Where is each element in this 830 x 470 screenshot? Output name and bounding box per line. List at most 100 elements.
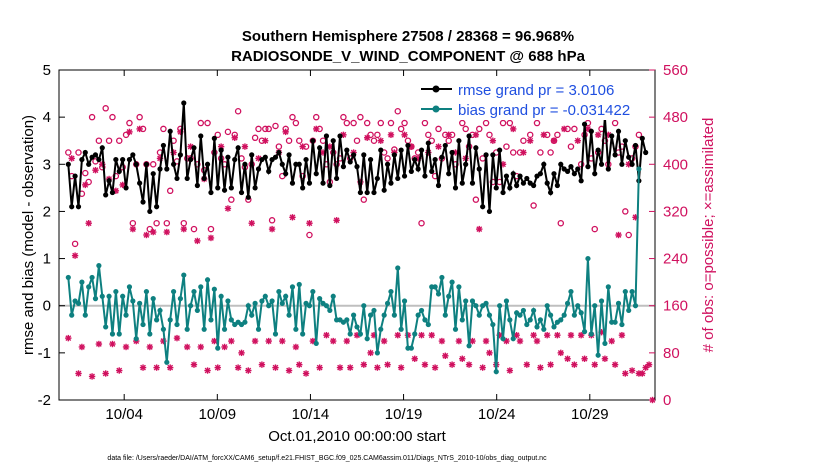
bias-point bbox=[106, 293, 112, 299]
obs-assimilated-stroke bbox=[265, 338, 272, 344]
obs-assimilated-point bbox=[554, 331, 561, 339]
obs-assimilated-stroke bbox=[65, 335, 72, 342]
obs-assimilated-stroke bbox=[337, 364, 343, 371]
obs-assimilated-stroke bbox=[374, 364, 381, 371]
obs-assimilated-stroke bbox=[204, 367, 211, 374]
bias-point bbox=[493, 369, 499, 375]
rmse-point bbox=[384, 161, 391, 167]
bias-point bbox=[483, 300, 489, 306]
obs-assimilated-stroke bbox=[554, 332, 561, 339]
bias-point bbox=[249, 312, 255, 318]
obs-assimilated-stroke bbox=[591, 361, 598, 368]
x-tick-label: 10/19 bbox=[385, 406, 423, 423]
bias-point bbox=[96, 263, 102, 269]
obs-possible-point bbox=[357, 113, 364, 121]
obs-assimilated-stroke bbox=[272, 364, 279, 371]
rmse-point bbox=[503, 173, 510, 179]
bias-point bbox=[215, 345, 221, 351]
rmse-point bbox=[191, 145, 197, 151]
bias-point bbox=[300, 331, 306, 337]
bias-point bbox=[170, 288, 177, 295]
obs-assimilated-point bbox=[442, 352, 449, 360]
rmse-point bbox=[547, 189, 554, 196]
bias-point bbox=[69, 312, 75, 318]
rmse-point bbox=[187, 156, 194, 163]
bias-point bbox=[208, 317, 214, 323]
obs-possible-point bbox=[503, 143, 510, 150]
rmse-point bbox=[157, 166, 163, 172]
obs-assimilated-stroke bbox=[568, 332, 574, 339]
rmse-point bbox=[588, 128, 594, 134]
bias-point bbox=[164, 359, 170, 365]
x-tick-label: 10/04 bbox=[105, 406, 143, 423]
rmse-point bbox=[578, 178, 584, 184]
obs-assimilated-stroke bbox=[75, 370, 82, 377]
bias-point bbox=[422, 317, 428, 323]
obs-possible-point bbox=[319, 137, 327, 144]
obs-assimilated-stroke bbox=[408, 143, 415, 150]
rmse-point bbox=[374, 175, 380, 182]
obs-possible-point bbox=[109, 113, 116, 121]
obs-possible-point bbox=[384, 155, 391, 162]
obs-assimilated-point bbox=[282, 128, 289, 136]
rmse-point bbox=[575, 166, 581, 172]
bias-point bbox=[449, 279, 455, 285]
rmse-point bbox=[310, 138, 316, 144]
obs-assimilated-stroke bbox=[517, 338, 523, 344]
bias-point bbox=[160, 326, 167, 332]
rmse-point bbox=[320, 180, 326, 186]
bias-point bbox=[255, 326, 262, 332]
rmse-point bbox=[323, 133, 330, 139]
bias-point bbox=[534, 324, 540, 330]
rmse-point bbox=[170, 161, 177, 167]
obs-assimilated-stroke bbox=[646, 361, 652, 368]
obs-assimilated-point bbox=[540, 131, 547, 139]
obs-possible-point bbox=[343, 119, 351, 127]
obs-assimilated-stroke bbox=[381, 338, 388, 344]
rmse-point bbox=[300, 185, 306, 191]
obs-assimilated-point bbox=[448, 361, 456, 368]
obs-assimilated-stroke bbox=[279, 338, 286, 344]
axes-box bbox=[58, 69, 656, 401]
obs-assimilated-point bbox=[557, 349, 564, 357]
obs-assimilated-point bbox=[394, 331, 401, 339]
obs-assimilated-stroke bbox=[445, 131, 452, 138]
obs-assimilated-stroke bbox=[309, 338, 316, 344]
rmse-point bbox=[218, 147, 224, 153]
bias-point bbox=[89, 274, 95, 281]
rmse-point bbox=[262, 154, 268, 160]
obs-possible-point bbox=[268, 217, 276, 224]
rmse-point bbox=[622, 138, 628, 144]
bias-point bbox=[147, 331, 153, 337]
rmse-point bbox=[571, 171, 577, 177]
bias-point bbox=[598, 298, 605, 304]
bias-point bbox=[381, 312, 387, 318]
rmse-point bbox=[245, 194, 251, 200]
rmse-point bbox=[473, 145, 479, 151]
rmse-point bbox=[330, 138, 336, 144]
bias-point bbox=[266, 303, 272, 309]
bias-point bbox=[262, 293, 268, 299]
rmse-point bbox=[181, 100, 187, 106]
obs-assimilated-stroke bbox=[259, 361, 265, 368]
obs-assimilated-stroke bbox=[85, 220, 92, 227]
bias-point bbox=[602, 340, 608, 347]
obs-possible-point bbox=[82, 169, 89, 177]
obs-possible-point bbox=[482, 119, 490, 127]
obs-assimilated-stroke bbox=[398, 364, 405, 371]
rmse-point bbox=[629, 161, 635, 167]
bias-point bbox=[187, 303, 194, 309]
x-tick-label: 10/24 bbox=[478, 406, 516, 423]
rmse-point bbox=[167, 128, 173, 134]
obs-assimilated-stroke bbox=[146, 344, 153, 350]
obs-assimilated-point bbox=[347, 364, 354, 371]
bias-point bbox=[531, 307, 537, 314]
obs-assimilated-point bbox=[489, 137, 497, 144]
plot-area bbox=[59, 100, 656, 404]
obs-possible-point bbox=[476, 125, 483, 133]
obs-assimilated-stroke bbox=[191, 361, 197, 368]
bias-point bbox=[415, 312, 421, 318]
obs-possible-point bbox=[163, 219, 171, 227]
y-axis-right: 0 80 160 240 320 400 480 560 bbox=[649, 62, 688, 409]
obs-assimilated-point bbox=[591, 361, 598, 368]
